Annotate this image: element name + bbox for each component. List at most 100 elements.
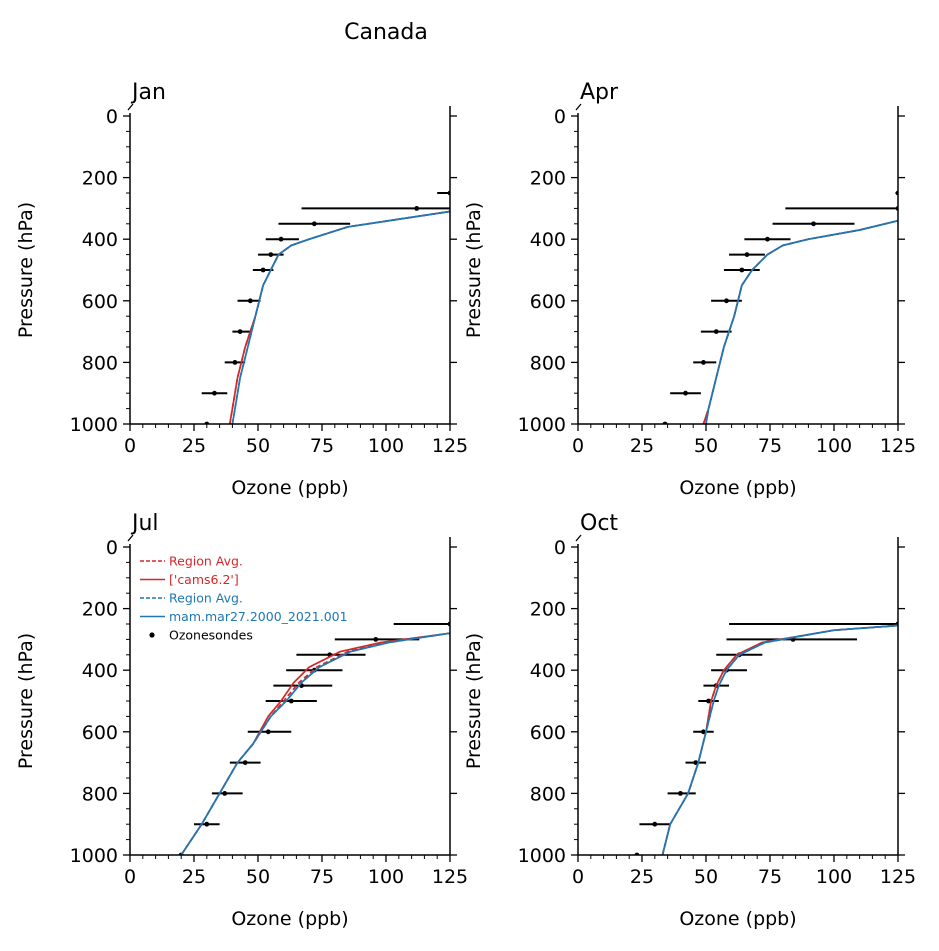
obs-point xyxy=(701,360,706,365)
xtick-label: 125 xyxy=(432,866,468,888)
obs-point xyxy=(683,390,688,396)
obs-point xyxy=(260,267,266,273)
ytick-label: 1000 xyxy=(518,414,566,436)
panel-title: Oct xyxy=(580,511,618,536)
obs-point xyxy=(414,206,420,211)
ytick-label: 400 xyxy=(82,229,118,251)
xtick-label: 25 xyxy=(630,435,654,457)
xtick-label: 100 xyxy=(368,866,404,888)
obs-point xyxy=(693,760,699,765)
obs-point xyxy=(265,729,271,735)
panel-title: Jan xyxy=(130,80,166,105)
legend: Region Avg. ['cams6.2'] Region Avg. mam.mar… xyxy=(140,554,348,643)
plot-area xyxy=(201,190,450,424)
xtick-label: 100 xyxy=(368,435,404,457)
y-axis-label: Pressure (hPa) xyxy=(15,633,37,769)
obs-point xyxy=(765,236,770,242)
xtick-label: 75 xyxy=(310,435,334,457)
ytick-label: 1000 xyxy=(70,845,118,867)
obs-point xyxy=(713,329,719,334)
ytick-label: 200 xyxy=(82,599,118,621)
xtick-label: 75 xyxy=(758,435,782,457)
obs-point xyxy=(373,637,379,642)
x-axis-label: Ozone (ppb) xyxy=(679,908,796,930)
plot-area xyxy=(178,621,450,855)
series-line-mam-solid xyxy=(231,210,450,424)
legend-label: ['cams6.2'] xyxy=(169,572,239,587)
xtick-label: 125 xyxy=(432,435,468,457)
ytick-label: 600 xyxy=(530,722,566,744)
ytick-label: 600 xyxy=(82,722,118,744)
xtick-label: 0 xyxy=(124,866,136,888)
obs-point xyxy=(232,360,238,365)
obs-point xyxy=(278,236,284,242)
legend-marker-dot xyxy=(149,632,155,638)
ytick-label: 600 xyxy=(530,291,566,313)
ytick-label: 800 xyxy=(530,352,566,374)
y-axis-label: Pressure (hPa) xyxy=(463,202,485,338)
ytick-label: 600 xyxy=(82,291,118,313)
xtick-label: 125 xyxy=(880,866,916,888)
obs-point xyxy=(811,221,816,227)
ytick-label: 200 xyxy=(530,168,566,190)
xtick-label: 0 xyxy=(572,866,584,888)
obs-point xyxy=(744,252,750,257)
obs-point xyxy=(288,698,294,704)
obs-point xyxy=(701,729,706,735)
xtick-label: 25 xyxy=(182,435,206,457)
legend-label: Region Avg. xyxy=(169,554,243,569)
ytick-label: 800 xyxy=(82,352,118,374)
y-axis-label: Pressure (hPa) xyxy=(463,633,485,769)
ytick-label: 800 xyxy=(530,783,566,805)
panel-jan: 0 200 400 600 800 1000 0 25 50 75 100 125 Jan Ozone (… xyxy=(15,80,468,499)
legend-label: Ozonesondes xyxy=(169,628,253,643)
obs-point xyxy=(237,329,243,334)
x-axis-label: Ozone (ppb) xyxy=(231,477,348,499)
axis-corner-mark xyxy=(575,534,582,542)
series-line-mam-solid xyxy=(180,632,450,855)
obs-point xyxy=(242,760,248,765)
ytick-label: 800 xyxy=(82,783,118,805)
axis-corner-mark xyxy=(127,103,134,111)
xtick-label: 50 xyxy=(246,435,270,457)
ytick-label: 0 xyxy=(554,537,566,559)
ytick-label: 400 xyxy=(82,660,118,682)
obs-point xyxy=(678,791,683,796)
xtick-label: 50 xyxy=(694,866,718,888)
legend-label: Region Avg. xyxy=(169,591,243,606)
obs-point xyxy=(739,267,745,273)
figure-title: Canada xyxy=(344,20,428,45)
xtick-label: 100 xyxy=(816,435,852,457)
obs-point xyxy=(268,252,274,257)
obs-point xyxy=(724,298,729,304)
xtick-label: 50 xyxy=(246,866,270,888)
ytick-label: 0 xyxy=(106,106,118,128)
xtick-label: 75 xyxy=(310,866,334,888)
panel-title: Apr xyxy=(580,80,619,105)
ytick-label: 400 xyxy=(530,229,566,251)
ytick-label: 1000 xyxy=(518,845,566,867)
xtick-label: 100 xyxy=(816,866,852,888)
y-axis-label: Pressure (hPa) xyxy=(15,202,37,338)
panel-title: Jul xyxy=(130,511,159,536)
xtick-label: 0 xyxy=(572,435,584,457)
ytick-label: 400 xyxy=(530,660,566,682)
xtick-label: 25 xyxy=(630,866,654,888)
panel-jul: 0 200 400 600 800 1000 0 25 50 75 100 125 Jul Ozone (… xyxy=(15,511,468,930)
plot-area xyxy=(662,190,898,424)
xtick-label: 25 xyxy=(182,866,206,888)
axis-corner-mark xyxy=(127,534,134,542)
obs-point xyxy=(311,221,317,227)
ytick-label: 0 xyxy=(106,537,118,559)
obs-point xyxy=(212,390,217,396)
axis-corner-mark xyxy=(575,103,582,111)
legend-label: mam.mar27.2000_2021.001 xyxy=(169,609,348,624)
series-line-mam-solid xyxy=(661,624,898,855)
ytick-label: 200 xyxy=(82,168,118,190)
x-axis-label: Ozone (ppb) xyxy=(679,477,796,499)
x-axis-label: Ozone (ppb) xyxy=(231,908,348,930)
xtick-label: 0 xyxy=(124,435,136,457)
